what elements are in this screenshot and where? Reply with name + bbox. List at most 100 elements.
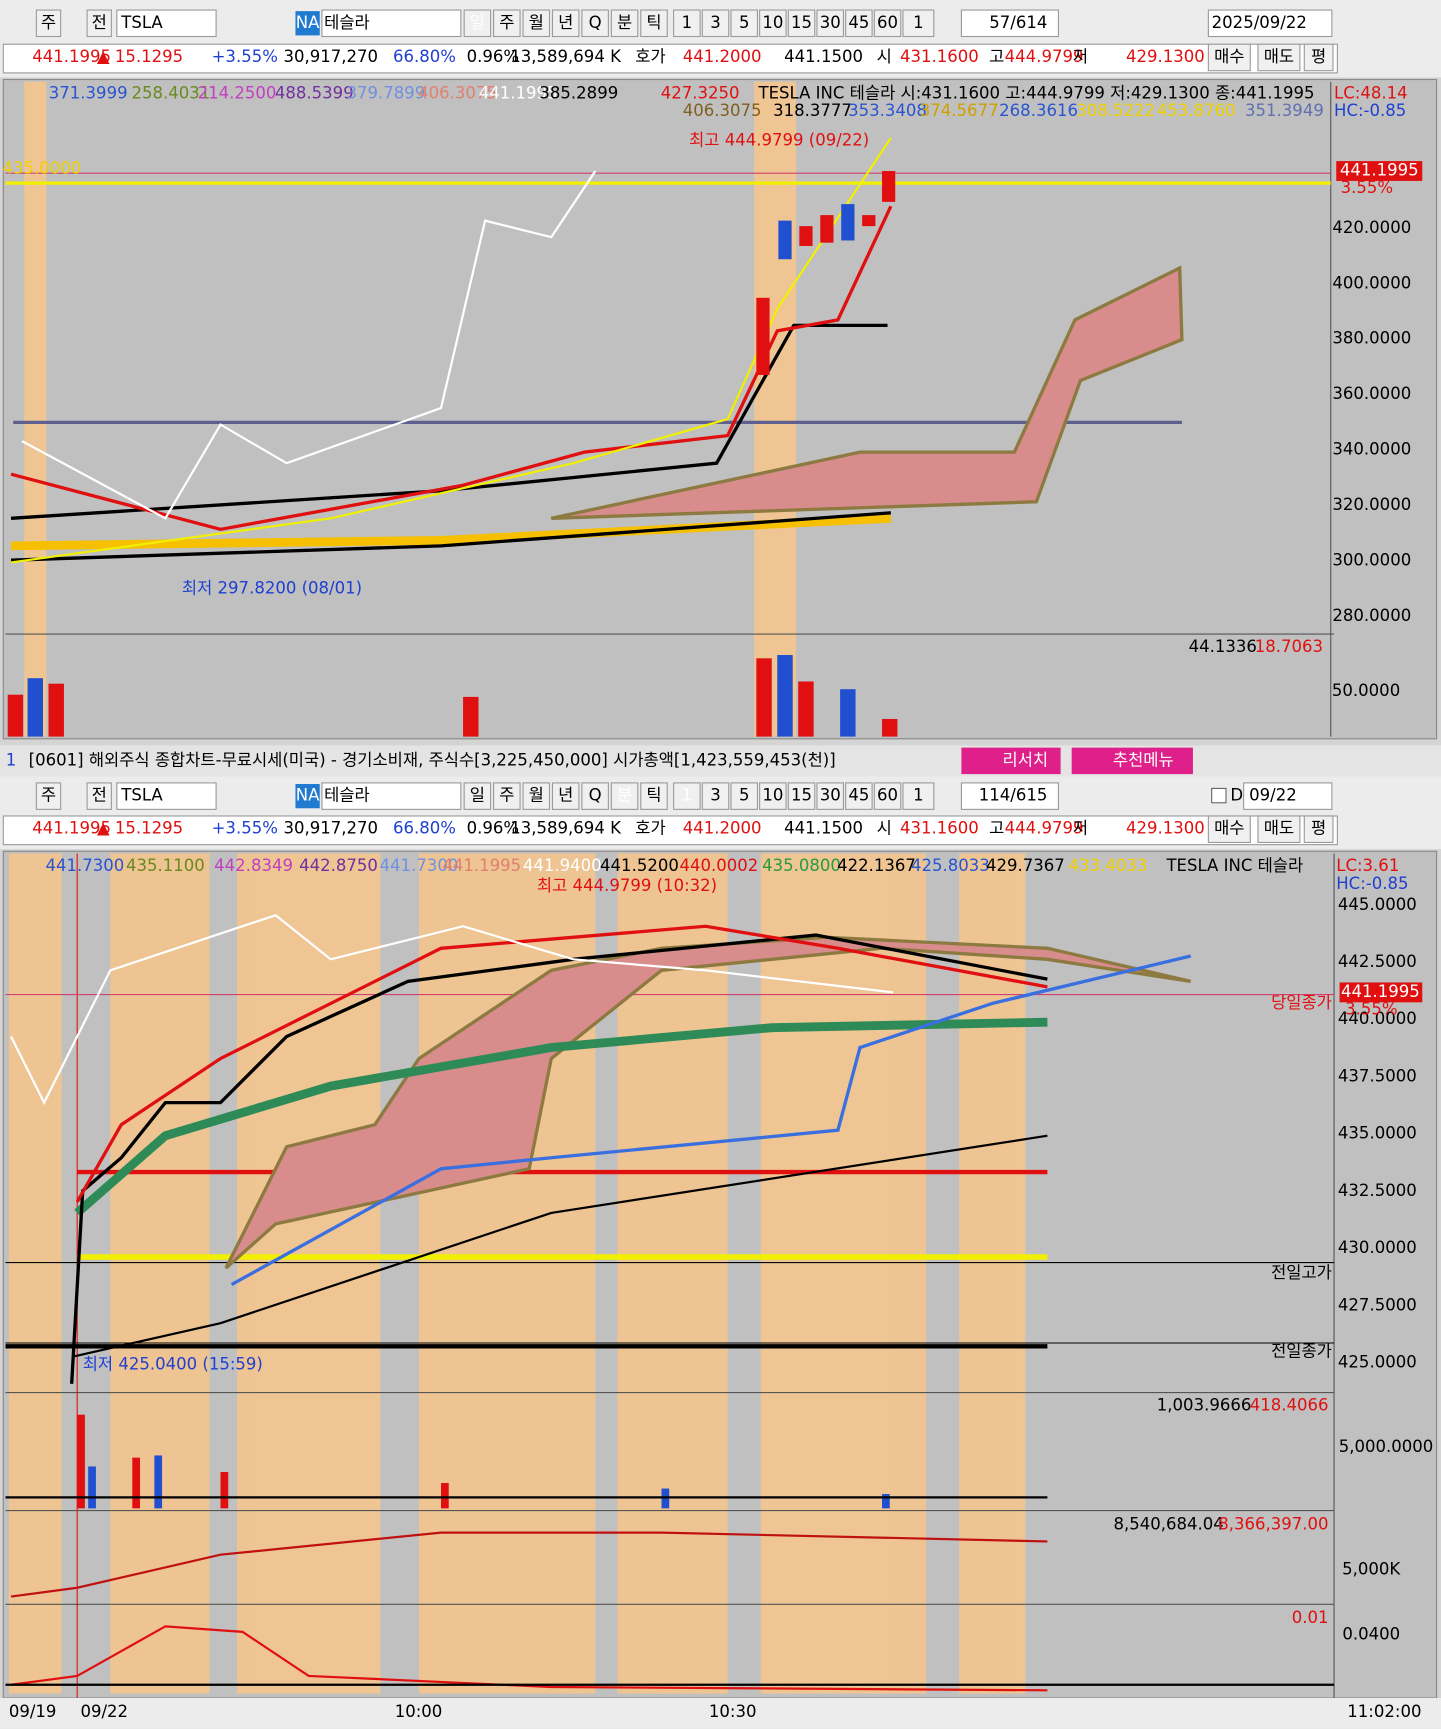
period-button-box[interactable] [463,782,492,810]
interval-button-box[interactable] [673,9,701,38]
tab-button-box[interactable] [86,9,112,38]
tab-button[interactable]: 주 [41,13,56,32]
interval-button-box[interactable] [816,782,844,810]
period-button[interactable]: 일 [470,786,485,805]
quote-low-label: 저 [1073,47,1088,66]
interval-button-box[interactable] [816,9,844,38]
interval-button-box[interactable] [701,782,730,810]
order-button[interactable]: 매수 [1214,47,1244,66]
period-button[interactable]: 분 [617,13,632,32]
interval-button-box[interactable] [845,9,873,38]
order-button[interactable]: 평 [1311,47,1326,66]
interval-button[interactable]: 10 [762,786,783,805]
interval-button-box[interactable] [873,782,902,810]
pct-tag: 3.55% [1345,1000,1397,1019]
period-button[interactable]: 월 [529,13,544,32]
tab-button[interactable]: 전 [92,13,107,32]
order-button-box[interactable] [1257,815,1301,844]
period-button-box[interactable] [640,9,668,38]
y-tick-label: 320.0000 [1332,495,1411,514]
unit-input-box[interactable] [902,9,935,38]
code-input[interactable] [116,9,217,38]
interval-button-box[interactable] [730,9,758,38]
unit-input-box[interactable] [902,782,935,810]
code-input[interactable] [116,782,217,810]
interval-button[interactable]: 5 [739,786,750,805]
order-button-box[interactable] [1303,815,1334,844]
recommend-menu-button[interactable]: 추천메뉴 [1113,750,1174,769]
period-button[interactable]: 년 [558,13,573,32]
interval-button[interactable]: 45 [848,786,869,805]
order-button[interactable]: 매수 [1214,819,1244,838]
interval-button[interactable]: 60 [877,13,898,32]
interval-button-box[interactable] [787,9,816,38]
tab-button-box[interactable] [86,782,112,810]
interval-button-box[interactable] [873,9,902,38]
date-input[interactable] [1207,9,1333,38]
period-button[interactable]: 분 [617,786,632,805]
period-button-box[interactable] [463,9,492,38]
menu-button-bg[interactable] [1071,747,1193,775]
period-button-box[interactable] [522,9,551,38]
unit-input[interactable]: 1 [913,786,924,805]
interval-button[interactable]: 1 [682,786,693,805]
name-input[interactable] [321,782,462,810]
research-button-bg[interactable] [961,747,1061,775]
interval-button[interactable]: 15 [791,786,812,805]
order-button-box[interactable] [1207,815,1251,844]
order-button[interactable]: 평 [1311,819,1326,838]
period-button-box[interactable] [640,782,668,810]
period-button-box[interactable] [610,782,639,810]
period-button-box[interactable] [551,782,580,810]
period-button-box[interactable] [551,9,580,38]
interval-button-box[interactable] [759,9,787,38]
period-button[interactable]: Q [589,786,602,805]
checkbox[interactable] [1211,787,1227,804]
order-button-box[interactable] [1257,43,1301,72]
interval-button[interactable]: 10 [762,13,783,32]
period-button[interactable]: Q [589,13,602,32]
interval-button[interactable]: 30 [820,786,841,805]
period-button-box[interactable] [610,9,639,38]
period-button[interactable]: 월 [529,786,544,805]
tab-button-box[interactable] [35,9,62,38]
order-button-box[interactable] [1207,43,1251,72]
level-label: 435.0000 [2,158,81,177]
period-button[interactable]: 년 [558,786,573,805]
interval-button[interactable]: 15 [791,13,812,32]
interval-button-box[interactable] [701,9,730,38]
interval-button[interactable]: 1 [682,13,693,32]
interval-button[interactable]: 30 [820,13,841,32]
interval-button-box[interactable] [759,782,787,810]
period-button-box[interactable] [493,9,521,38]
period-button-box[interactable] [522,782,551,810]
research-button[interactable]: 리서치 [1003,750,1049,769]
order-button[interactable]: 매도 [1264,47,1294,66]
interval-button-box[interactable] [730,782,758,810]
interval-button-box[interactable] [845,782,873,810]
order-button-box[interactable] [1303,43,1334,72]
tab-button-box[interactable] [35,782,62,810]
period-button-box[interactable] [581,782,609,810]
name-input[interactable] [321,9,462,38]
period-button[interactable]: 일 [470,13,485,32]
period-button[interactable]: 주 [499,13,514,32]
interval-button[interactable]: 60 [877,786,898,805]
interval-button[interactable]: 3 [710,786,721,805]
interval-button[interactable]: 45 [848,13,869,32]
period-button-box[interactable] [581,9,609,38]
tab-button[interactable]: 주 [41,786,56,805]
date-input[interactable] [1243,782,1333,810]
legend-value: 441.7300 [380,856,459,875]
interval-button-box[interactable] [787,782,816,810]
period-button[interactable]: 주 [499,786,514,805]
interval-button[interactable]: 5 [739,13,750,32]
interval-button[interactable]: 3 [710,13,721,32]
period-button[interactable]: 틱 [646,786,661,805]
unit-input[interactable]: 1 [913,13,924,32]
period-button-box[interactable] [493,782,521,810]
order-button[interactable]: 매도 [1264,819,1294,838]
period-button[interactable]: 틱 [646,13,661,32]
interval-button-box[interactable] [673,782,701,810]
tab-button[interactable]: 전 [92,786,107,805]
